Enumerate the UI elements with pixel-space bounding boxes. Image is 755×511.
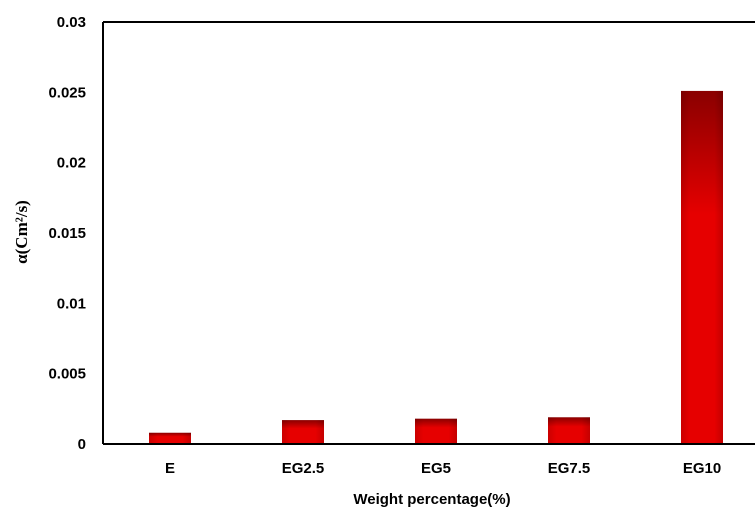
bar-eg5 — [415, 418, 457, 444]
bars — [149, 90, 723, 444]
bar-shade — [282, 420, 324, 444]
y-tick-label: 0.02 — [57, 155, 86, 172]
bar-shade — [149, 432, 191, 444]
y-tick-label: 0.005 — [48, 366, 86, 383]
bar-e — [149, 432, 191, 444]
y-tick-label: 0.01 — [57, 295, 86, 312]
y-tick-label: 0 — [78, 436, 86, 453]
x-tick-label: E — [165, 460, 175, 477]
x-axis-title: Weight percentage(%) — [353, 491, 510, 508]
bar-eg2-5 — [282, 420, 324, 444]
bar-shade — [681, 90, 723, 444]
x-tick-label: EG10 — [683, 460, 721, 477]
y-tick-label: 0.03 — [57, 14, 86, 31]
x-tick-label: EG5 — [421, 460, 451, 477]
x-tick-label: EG2.5 — [282, 460, 325, 477]
y-axis-title: α(Cm²/s) — [12, 200, 31, 264]
y-tick-label: 0.015 — [48, 225, 86, 242]
y-tick-label: 0.025 — [48, 84, 86, 101]
bar-shade — [415, 418, 457, 444]
bar-eg7-5 — [548, 417, 590, 444]
bar-shade — [548, 417, 590, 444]
y-tick-labels: 0 0.005 0.01 0.015 0.02 0.025 0.03 — [48, 14, 86, 453]
x-tick-label: EG7.5 — [548, 460, 591, 477]
bar-eg10 — [681, 90, 723, 444]
x-tick-labels: E EG2.5 EG5 EG7.5 EG10 — [165, 460, 721, 477]
